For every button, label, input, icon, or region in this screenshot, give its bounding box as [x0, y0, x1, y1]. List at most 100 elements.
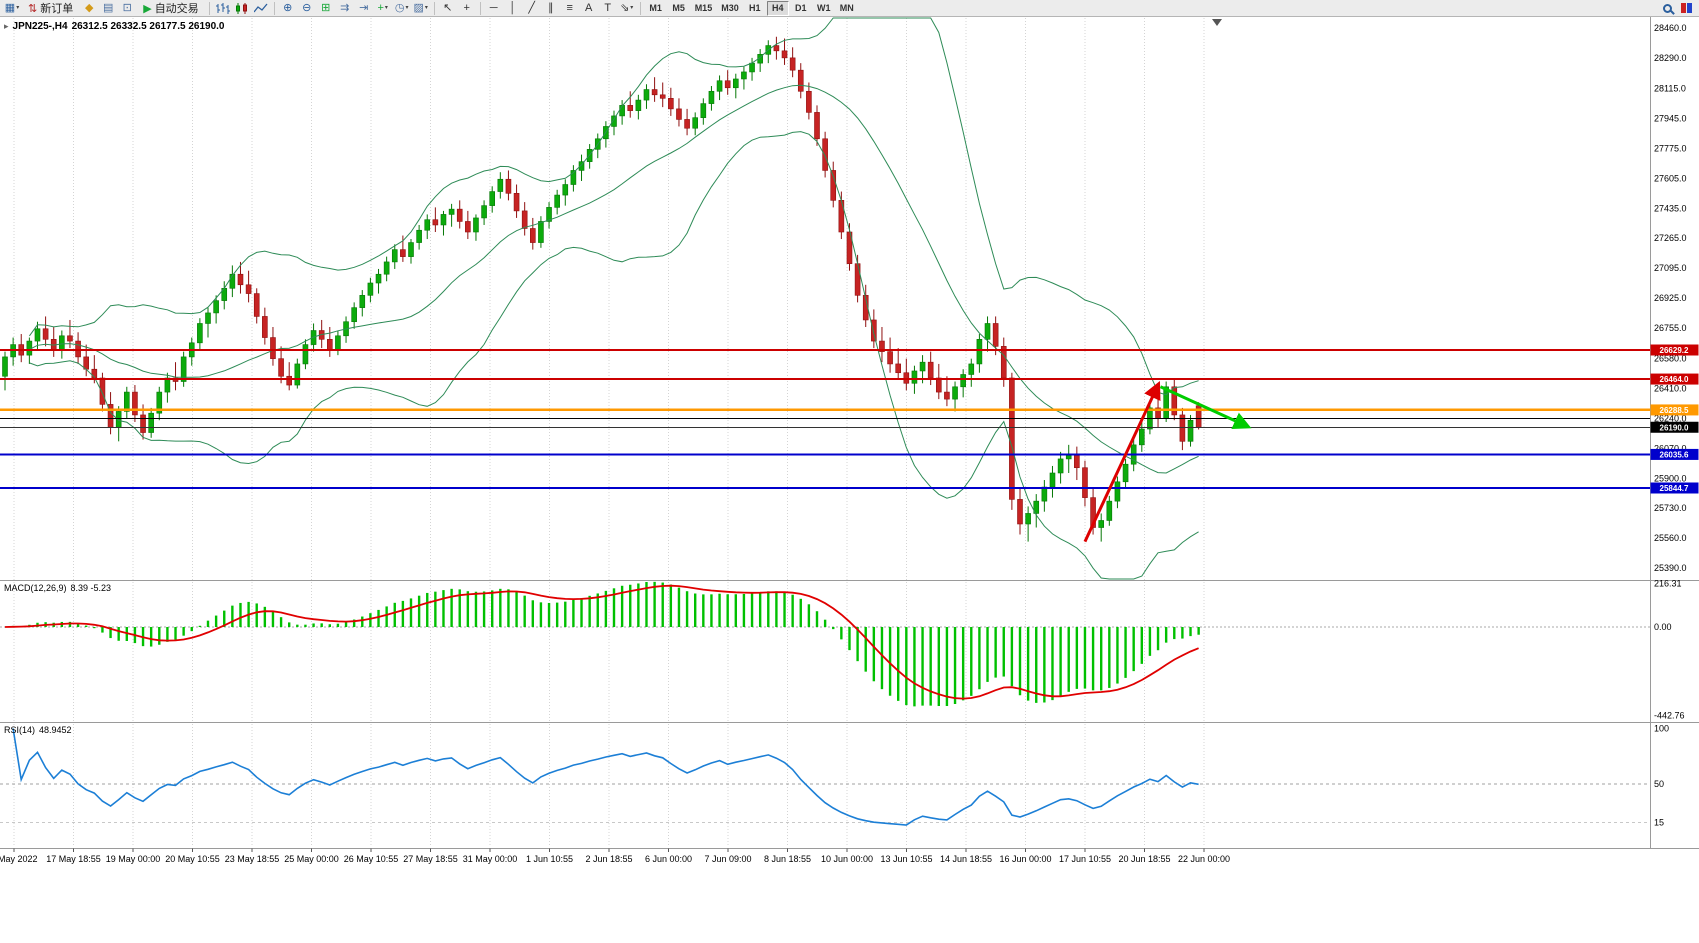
indicators-icon[interactable]: + ▾	[377, 1, 388, 14]
svg-text:8 Jun 18:55: 8 Jun 18:55	[764, 854, 811, 864]
svg-text:26288.5: 26288.5	[1660, 406, 1689, 415]
bar-chart-icon[interactable]	[214, 1, 232, 16]
chart-legend: ▸ JPN225-,H4 26312.5 26332.5 26177.5 261…	[4, 21, 225, 32]
svg-text:26240.0: 26240.0	[1654, 413, 1687, 423]
svg-text:26035.6: 26035.6	[1660, 450, 1689, 459]
templates-icon[interactable]: ▨ ▾	[413, 1, 428, 14]
trendline-icon[interactable]: ╱	[528, 1, 535, 14]
crosshair-icon[interactable]: +	[463, 1, 470, 14]
timeframe-h1-button[interactable]: H1	[748, 3, 761, 13]
bollinger-upper-band	[28, 17, 1199, 396]
svg-text:1 Jun 10:55: 1 Jun 10:55	[526, 854, 573, 864]
svg-text:0.00: 0.00	[1654, 622, 1672, 632]
chart-shift-marker[interactable]	[1212, 19, 1222, 26]
price-axis[interactable]: 28460.0 28290.0 28115.0 27945.0 27775.0 27605…	[1654, 23, 1687, 573]
horizontal-line-icon[interactable]: ─	[489, 1, 498, 14]
bollinger-bands	[28, 17, 1199, 580]
svg-text:27095.0: 27095.0	[1654, 263, 1687, 273]
chart-canvas[interactable]: 28460.0 28290.0 28115.0 27945.0 27775.0 27605…	[0, 17, 1699, 943]
periods-icon[interactable]: ◷ ▾	[394, 1, 409, 14]
macd-axis: 216.31 0.00 -442.76	[1654, 579, 1685, 721]
timeframe-d1-button[interactable]: D1	[794, 3, 807, 13]
rsi-legend: RSI(14) 48.9452	[4, 725, 72, 735]
new-order-button[interactable]: ⇅ 新订单	[22, 1, 79, 16]
rsi-axis: 100 50 15	[1654, 724, 1669, 828]
svg-text:25844.7: 25844.7	[1660, 484, 1689, 493]
svg-text:26755.0: 26755.0	[1654, 323, 1687, 333]
bearish-projection-arrow[interactable]	[1159, 385, 1252, 429]
svg-text:19 May 00:00: 19 May 00:00	[106, 854, 161, 864]
macd-legend: MACD(12,26,9) 8.39 -5.23	[4, 583, 111, 593]
timeframe-m15-button[interactable]: M15	[694, 3, 713, 13]
price-badge-26464-0: 26464.0	[1650, 373, 1699, 385]
svg-text:27 May 18:55: 27 May 18:55	[403, 854, 458, 864]
svg-text:5 May 2022: 5 May 2022	[0, 854, 38, 864]
line-chart-icon[interactable]	[252, 1, 270, 16]
timeframe-m5-button[interactable]: M5	[672, 3, 685, 13]
bullish-impulse-arrow[interactable]	[1083, 380, 1161, 543]
auto-trading-icon: ▶	[143, 2, 152, 15]
svg-text:26629.2: 26629.2	[1660, 346, 1689, 355]
price-badge-26629-2: 26629.2	[1650, 344, 1699, 356]
svg-text:20 Jun 18:55: 20 Jun 18:55	[1118, 854, 1170, 864]
cursor-icon[interactable]: ↖	[443, 1, 453, 14]
svg-text:6 Jun 00:00: 6 Jun 00:00	[645, 854, 692, 864]
new-order-icon: ⇅	[28, 2, 38, 15]
svg-text:26925.0: 26925.0	[1654, 293, 1687, 303]
fibonacci-icon[interactable]: ≡	[566, 1, 573, 14]
candlestick-chart-icon[interactable]	[233, 1, 251, 16]
navigator-icon[interactable]: ⊡	[122, 1, 132, 14]
vertical-line-icon[interactable]: │	[509, 1, 517, 14]
svg-text:27435.0: 27435.0	[1654, 203, 1687, 213]
text-label-icon[interactable]: T	[604, 1, 612, 14]
timeframe-m1-button[interactable]: M1	[649, 3, 662, 13]
quotes-app-icon[interactable]	[1681, 3, 1692, 13]
svg-text:28290.0: 28290.0	[1654, 53, 1687, 63]
svg-text:25560.0: 25560.0	[1654, 533, 1687, 543]
arrows-icon[interactable]: ⇘ ▾	[620, 1, 634, 14]
svg-text:13 Jun 10:55: 13 Jun 10:55	[880, 854, 932, 864]
price-badge-26035-6: 26035.6	[1650, 448, 1699, 460]
svg-text:22 Jun 00:00: 22 Jun 00:00	[1178, 854, 1230, 864]
svg-text:14 Jun 18:55: 14 Jun 18:55	[940, 854, 992, 864]
macd-title: MACD(12,26,9)	[4, 583, 67, 593]
time-axis[interactable]: 5 May 2022 17 May 18:55 19 May 00:00 20 May…	[0, 848, 1230, 865]
svg-text:-442.76: -442.76	[1654, 711, 1685, 721]
text-icon[interactable]: A	[585, 1, 593, 14]
zoom-in-icon[interactable]: ⊕	[283, 1, 293, 14]
chart-shift-icon[interactable]: ⇥	[359, 1, 369, 14]
svg-text:26410.0: 26410.0	[1654, 384, 1687, 394]
svg-text:20 May 10:55: 20 May 10:55	[165, 854, 220, 864]
auto-scroll-icon[interactable]: ⇉	[340, 1, 350, 14]
svg-text:23 May 18:55: 23 May 18:55	[225, 854, 280, 864]
svg-text:26 May 10:55: 26 May 10:55	[344, 854, 399, 864]
zoom-out-icon[interactable]: ⊖	[302, 1, 312, 14]
svg-text:27945.0: 27945.0	[1654, 114, 1687, 124]
new-order-label: 新订单	[40, 3, 74, 15]
timeframe-mn-button[interactable]: MN	[839, 3, 854, 13]
svg-text:28460.0: 28460.0	[1654, 23, 1687, 33]
market-watch-icon[interactable]: ◆	[84, 1, 94, 14]
timeframe-m30-button[interactable]: M30	[721, 3, 739, 13]
tile-windows-icon[interactable]: ⊞	[321, 1, 331, 14]
svg-text:17 Jun 10:55: 17 Jun 10:55	[1059, 854, 1111, 864]
timeframe-h4-button[interactable]: H4	[766, 0, 789, 16]
svg-text:25730.0: 25730.0	[1654, 503, 1687, 513]
price-badge-25844-7: 25844.7	[1650, 482, 1699, 494]
rsi-values: 48.9452	[39, 725, 72, 735]
auto-trading-button[interactable]: ▶ 自动交易	[137, 1, 204, 16]
timeframe-w1-button[interactable]: W1	[816, 3, 831, 13]
svg-text:27265.0: 27265.0	[1654, 233, 1687, 243]
toolbar-separator	[479, 1, 481, 15]
svg-text:27605.0: 27605.0	[1654, 173, 1687, 183]
data-window-icon[interactable]: ▤	[103, 1, 114, 14]
svg-text:25390.0: 25390.0	[1654, 563, 1687, 573]
search-icon[interactable]	[1658, 1, 1676, 16]
rsi-title: RSI(14)	[4, 725, 36, 735]
svg-text:10 Jun 00:00: 10 Jun 00:00	[821, 854, 873, 864]
one-click-trading-arrow[interactable]: ▸	[4, 21, 9, 31]
svg-text:50: 50	[1654, 779, 1664, 789]
new-chart-icon[interactable]: ▦ ▾	[4, 1, 20, 14]
channel-icon[interactable]: ∥	[547, 1, 554, 14]
